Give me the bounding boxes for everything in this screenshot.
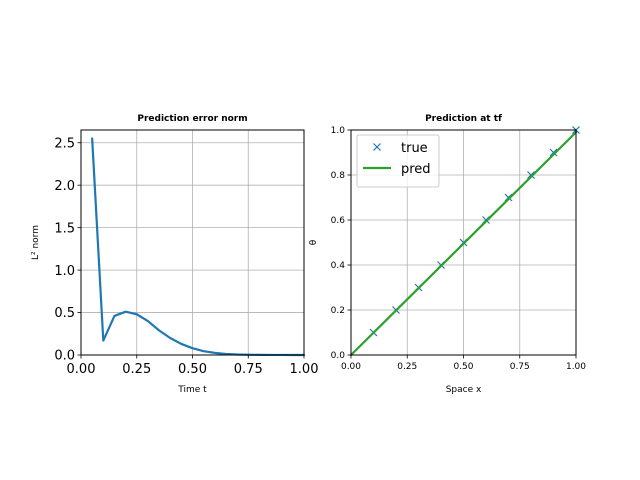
prediction-true-marker [549, 148, 558, 157]
error-norm-chart-title: Prediction error norm [137, 114, 247, 124]
error-norm-y-tick-label: 2.0 [54, 179, 75, 194]
error-norm-y-tick-label: 0.5 [54, 306, 75, 321]
x-marker-stroke [527, 171, 535, 179]
prediction-chart: 0.00 0.25 0.50 0.75 1.00 0.0 0.2 0.4 0.6 0.8 1.0 P… [309, 114, 586, 395]
prediction-true-marker [504, 193, 513, 202]
prediction-legend: true pred [356, 134, 440, 188]
prediction-y-tick-label: 0.4 [331, 261, 346, 271]
error-norm-x-tick-label: 0.25 [122, 362, 151, 377]
prediction-plot-area [349, 126, 580, 357]
prediction-y-tick-label: 0.6 [331, 216, 346, 226]
error-norm-chart: 0.00 0.25 0.50 0.75 1.00 0.0 0.5 1.0 1.5 2.0 2.5 P… [31, 114, 318, 395]
error-norm-y-tick-label: 1.0 [54, 264, 75, 279]
prediction-x-tick-label: 0.25 [397, 362, 417, 372]
legend-label-true: true [401, 141, 428, 156]
error-norm-y-axis-label: L² norm [31, 225, 41, 260]
prediction-x-tick-label: 1.00 [566, 362, 586, 372]
prediction-y-tick-label: 1.0 [331, 126, 346, 136]
prediction-x-tick-label: 0.50 [453, 362, 473, 372]
error-norm-x-tick-label: 1.00 [290, 362, 319, 377]
prediction-y-axis-label: θ [309, 239, 319, 245]
prediction-pred-line [349, 131, 578, 357]
error-norm-ticks: 0.00 0.25 0.50 0.75 1.00 0.0 0.5 1.0 1.5 2.0 2.5 [54, 136, 318, 377]
prediction-y-tick-label: 0.8 [331, 171, 346, 181]
x-marker-stroke [504, 193, 513, 202]
prediction-true-marker [527, 171, 535, 179]
prediction-ticks: 0.00 0.25 0.50 0.75 1.00 0.0 0.2 0.4 0.6 0.8 1.0 [331, 126, 587, 372]
prediction-y-tick-label: 0.0 [331, 351, 346, 361]
error-norm-y-tick-label: 2.5 [54, 136, 75, 151]
error-norm-x-tick-label: 0.75 [234, 362, 263, 377]
legend-label-pred: pred [401, 162, 431, 177]
legend-true-marker [373, 143, 381, 151]
prediction-y-tick-label: 0.2 [331, 306, 345, 316]
prediction-x-axis-label: Space x [446, 385, 482, 395]
prediction-x-tick-label: 0.75 [510, 362, 530, 372]
error-norm-x-axis-label: Time t [177, 385, 207, 395]
error-norm-x-tick-label: 0.00 [67, 362, 96, 377]
prediction-x-tick-label: 0.00 [341, 362, 361, 372]
error-norm-x-tick-label: 0.50 [178, 362, 207, 377]
x-marker-stroke [549, 148, 558, 157]
prediction-chart-title: Prediction at tf [425, 114, 502, 124]
error-norm-y-tick-label: 1.5 [54, 221, 75, 236]
error-norm-y-tick-label: 0.0 [54, 349, 75, 364]
